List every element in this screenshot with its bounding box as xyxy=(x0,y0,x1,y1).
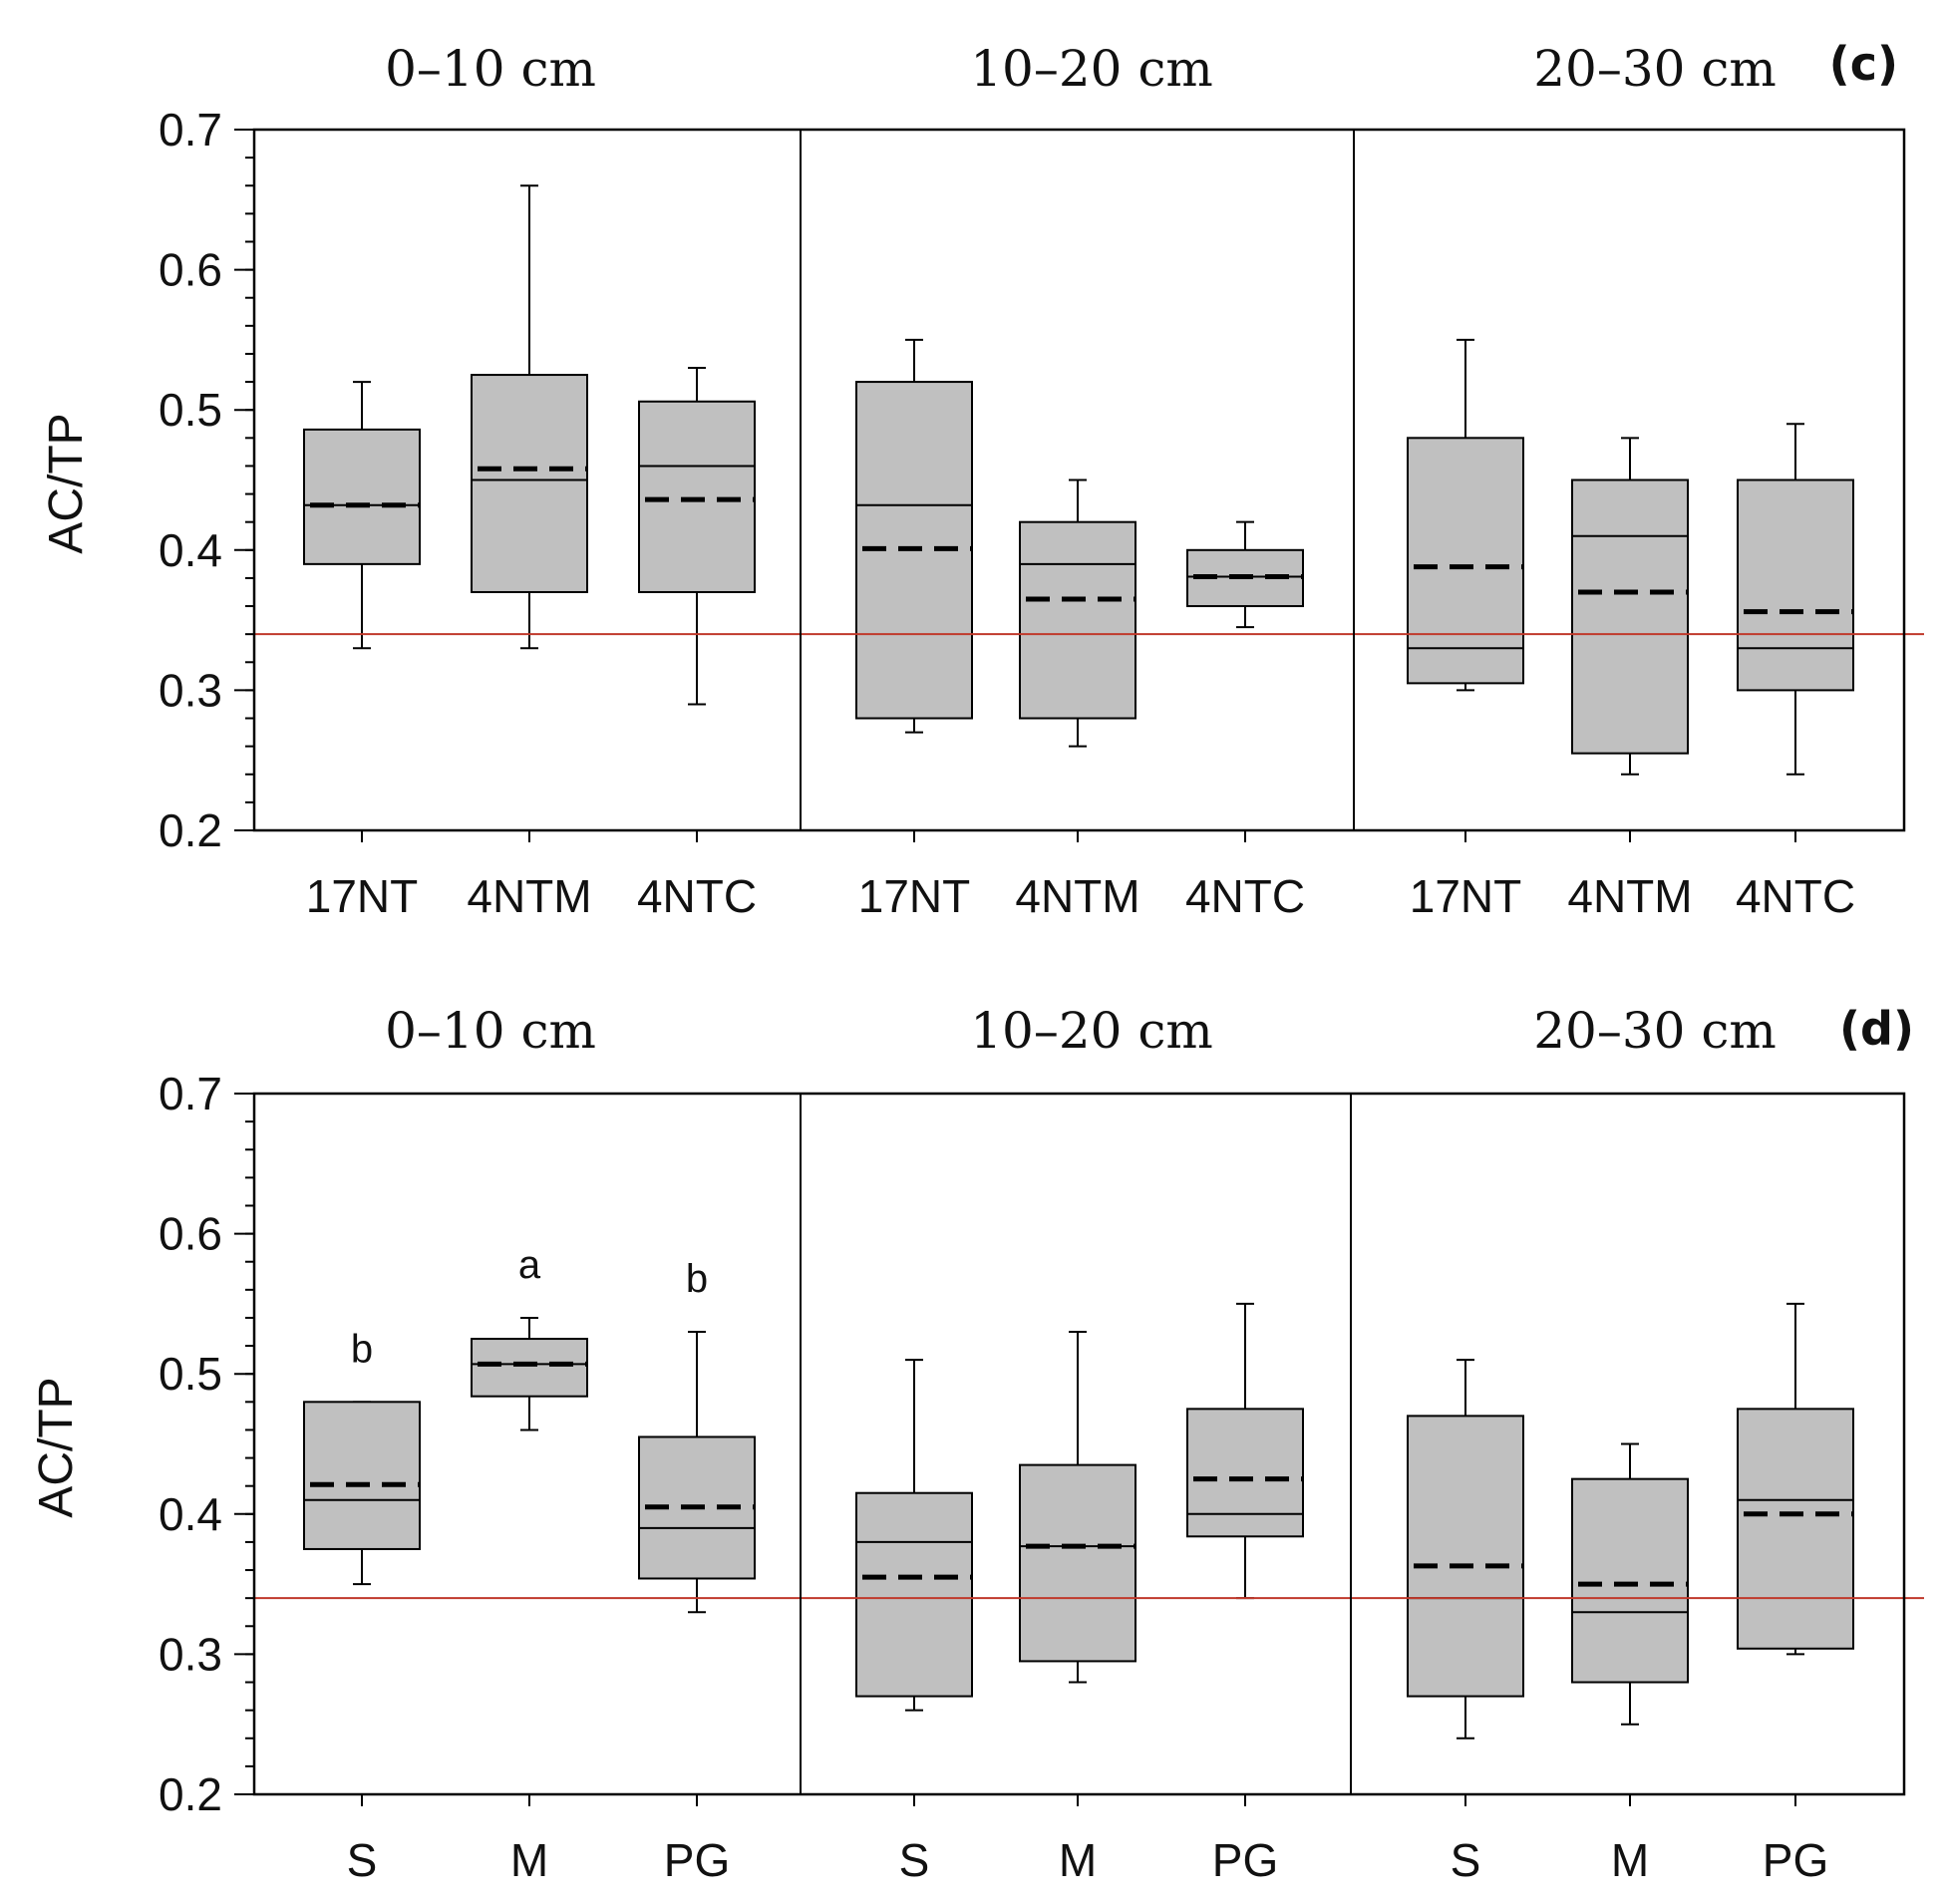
x-tick-label: S xyxy=(899,1834,930,1886)
box-iqr xyxy=(1407,437,1524,685)
depth-label-d-1: 10–20 cm xyxy=(970,1002,1213,1060)
x-tick-label: 17NT xyxy=(1410,870,1521,922)
significance-letter: b xyxy=(686,1257,708,1301)
y-tick-label: 0.3 xyxy=(159,664,222,716)
y-tick-label: 0.4 xyxy=(159,1488,222,1540)
box-iqr xyxy=(638,400,756,593)
box-iqr xyxy=(1737,1408,1854,1650)
y-tick-label: 0.5 xyxy=(159,384,222,436)
y-axis-label-c: AC/TP xyxy=(40,413,93,553)
y-tick-label: 0.3 xyxy=(159,1628,222,1680)
depth-label-d-0: 0–10 cm xyxy=(385,1002,596,1060)
y-tick-label: 0.5 xyxy=(159,1348,222,1400)
box-iqr xyxy=(303,428,421,565)
box-iqr xyxy=(471,1338,588,1398)
x-tick-label: 4NTM xyxy=(1567,870,1692,922)
depth-label-c-1: 10–20 cm xyxy=(970,40,1213,98)
x-tick-label: M xyxy=(1059,1834,1097,1886)
box-iqr xyxy=(471,374,588,593)
x-tick-label: 4NTC xyxy=(1185,870,1305,922)
significance-letter: b xyxy=(351,1327,373,1371)
x-tick-label: M xyxy=(1611,1834,1649,1886)
x-tick-label: 4NTM xyxy=(1015,870,1139,922)
x-tick-label: PG xyxy=(664,1834,730,1886)
panel-d: (d) 0–10 cm 10–20 cm 20–30 cm AC/TP 0.2 0… xyxy=(30,1002,1924,1886)
depth-label-c-0: 0–10 cm xyxy=(385,40,596,98)
box-iqr xyxy=(1019,1463,1136,1663)
y-tick-label: 0.7 xyxy=(159,1068,222,1119)
plot-frame xyxy=(252,1092,1906,1796)
significance-letter: a xyxy=(518,1243,541,1287)
x-tick-label: M xyxy=(510,1834,548,1886)
panel-c: (c) 0–10 cm 10–20 cm 20–30 cm AC/TP 0.2 0… xyxy=(40,37,1924,922)
x-tick-label: S xyxy=(1451,1834,1481,1886)
x-tick-label: 4NTC xyxy=(1736,870,1855,922)
panel-label-c: (c) xyxy=(1829,37,1898,91)
x-tick-label: 17NT xyxy=(858,870,970,922)
x-tick-label: PG xyxy=(1212,1834,1278,1886)
plot-frame xyxy=(252,128,1906,832)
depth-label-c-2: 20–30 cm xyxy=(1533,40,1777,98)
x-tick-label: 4NTM xyxy=(467,870,591,922)
y-tick-label: 0.2 xyxy=(159,804,222,856)
x-tick-label: 17NT xyxy=(306,870,418,922)
x-tick-label: PG xyxy=(1763,1834,1828,1886)
box-iqr xyxy=(1186,1408,1304,1538)
y-tick-label: 0.6 xyxy=(159,1208,222,1260)
y-tick-label: 0.7 xyxy=(159,104,222,156)
depth-label-d-2: 20–30 cm xyxy=(1533,1002,1777,1060)
x-tick-label: S xyxy=(347,1834,378,1886)
y-tick-label: 0.2 xyxy=(159,1768,222,1820)
box-iqr xyxy=(303,1401,421,1550)
panel-label-d: (d) xyxy=(1839,1002,1914,1056)
box-iqr xyxy=(1737,478,1854,692)
x-tick-label: 4NTC xyxy=(637,870,757,922)
y-tick-label: 0.4 xyxy=(159,524,222,576)
y-tick-label: 0.6 xyxy=(159,244,222,296)
box-iqr xyxy=(855,1491,973,1698)
box-iqr xyxy=(1407,1415,1524,1698)
box-iqr xyxy=(1571,1477,1689,1684)
box-iqr xyxy=(1019,520,1136,720)
box-iqr xyxy=(1571,478,1689,755)
y-axis-label-d: AC/TP xyxy=(30,1377,83,1517)
